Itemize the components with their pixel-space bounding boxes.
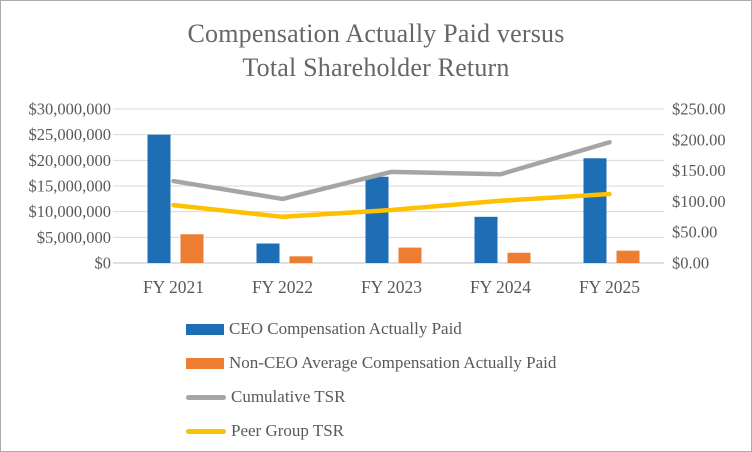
x-axis-category-label: FY 2023 (361, 277, 422, 297)
right-axis-tick-label: $0.00 (672, 254, 709, 273)
x-axis-category-label: FY 2025 (579, 277, 640, 297)
legend-label-cumulative-tsr: Cumulative TSR (231, 387, 346, 406)
bar-nonceo-compensation (289, 256, 313, 263)
legend-label-nonceo-cap: Non-CEO Average Compensation Actually Pa… (229, 353, 557, 372)
left-axis-tick-label: $30,000,000 (29, 100, 112, 119)
x-axis-category-label: FY 2024 (470, 277, 531, 297)
legend-swatch-ceo-cap (186, 323, 224, 335)
legend-item-nonceo-cap: Non-CEO Average Compensation Actually Pa… (186, 352, 556, 374)
legend-swatch-nonceo-cap (186, 357, 224, 369)
bar-ceo-compensation (365, 176, 389, 263)
bar-nonceo-compensation (180, 234, 204, 263)
legend-item-cumulative-tsr: Cumulative TSR (186, 386, 556, 408)
legend-swatch-peer-group-tsr (186, 428, 226, 434)
chart-title: Compensation Actually Paid versus Total … (1, 17, 751, 85)
right-axis-tick-label: $200.00 (672, 130, 726, 149)
left-axis-tick-label: $0 (95, 254, 112, 273)
bar-nonceo-compensation (398, 247, 422, 263)
left-axis-tick-label: $10,000,000 (29, 202, 112, 221)
right-axis-tick-label: $50.00 (672, 223, 717, 242)
right-axis-tick-label: $250.00 (672, 100, 726, 119)
bar-ceo-compensation (583, 158, 607, 263)
line-cumulative-tsr (171, 140, 612, 202)
bar-ceo-compensation (474, 216, 498, 263)
left-axis-tick-label: $5,000,000 (37, 228, 111, 247)
legend-swatch-cumulative-tsr (186, 394, 226, 400)
legend: CEO Compensation Actually Paid Non-CEO A… (186, 318, 556, 442)
bar-nonceo-compensation (507, 252, 531, 263)
right-axis-tick-label: $150.00 (672, 161, 726, 180)
chart-title-line-2: Total Shareholder Return (242, 53, 510, 82)
chart-title-line-1: Compensation Actually Paid versus (187, 19, 565, 48)
legend-label-ceo-cap: CEO Compensation Actually Paid (229, 319, 462, 338)
bar-ceo-compensation (256, 243, 280, 263)
x-axis-category-label: FY 2022 (252, 277, 313, 297)
legend-item-ceo-cap: CEO Compensation Actually Paid (186, 318, 556, 340)
bar-ceo-compensation (147, 134, 171, 263)
line-peer-group-tsr (171, 191, 612, 220)
legend-item-peer-group-tsr: Peer Group TSR (186, 420, 556, 442)
legend-label-peer-group-tsr: Peer Group TSR (231, 421, 345, 440)
left-axis-tick-label: $20,000,000 (29, 151, 112, 170)
x-axis-category-label: FY 2021 (143, 277, 204, 297)
bar-nonceo-compensation (616, 250, 640, 263)
left-axis-tick-label: $25,000,000 (29, 125, 112, 144)
right-axis-tick-label: $100.00 (672, 192, 726, 211)
left-axis-tick-label: $15,000,000 (29, 177, 112, 196)
